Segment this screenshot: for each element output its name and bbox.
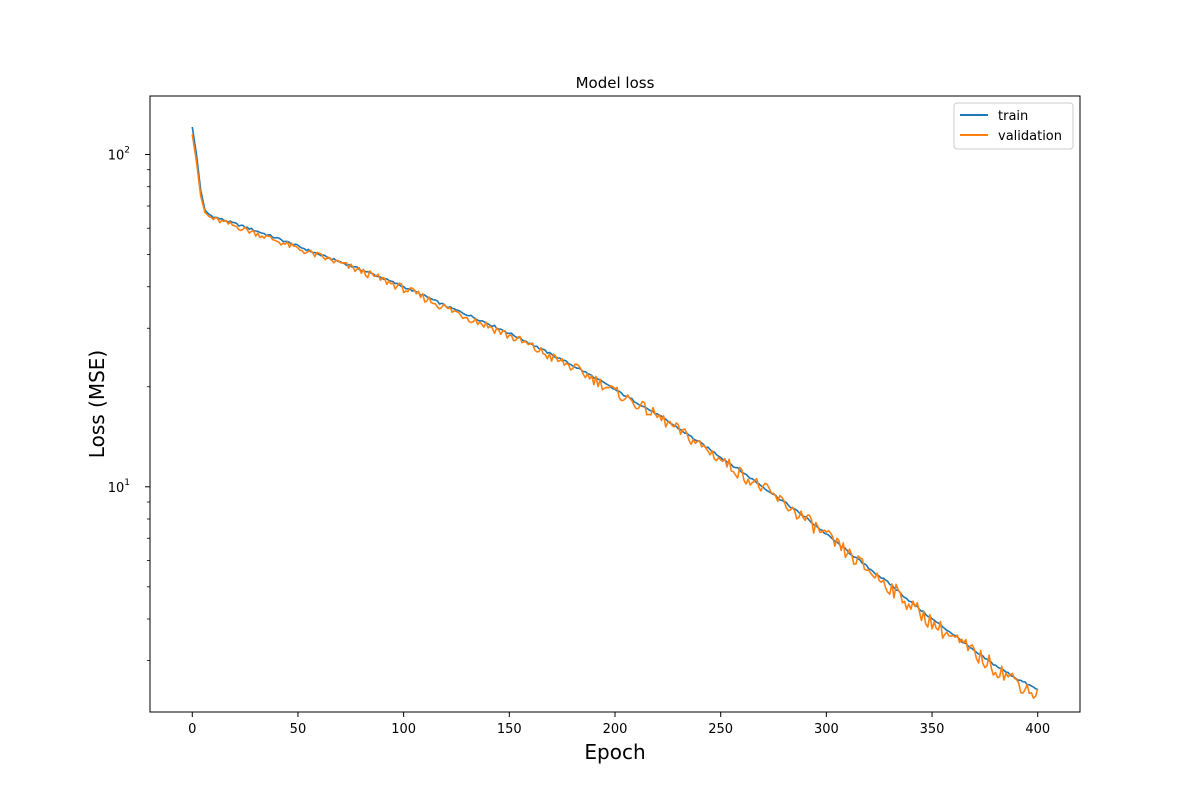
x-tick-label: 200 <box>603 722 628 737</box>
series-line-train <box>191 126 1038 691</box>
x-tick-label: 0 <box>188 722 196 737</box>
x-tick-label: 50 <box>290 722 307 737</box>
legend-label-train: train <box>998 109 1028 124</box>
chart-title: Model loss <box>576 74 655 92</box>
y-tick-label: 102 <box>108 146 130 164</box>
series-layer <box>191 126 1039 700</box>
y-axis-label: Loss (MSE) <box>85 350 109 458</box>
plot-frame <box>149 95 1081 713</box>
legend: train validation <box>953 102 1074 150</box>
x-tick-label: 150 <box>497 722 522 737</box>
x-tick-label: 400 <box>1025 722 1050 737</box>
x-axis: 0 50 100 150 200 250 300 350 400 <box>188 712 1050 737</box>
x-tick-label: 100 <box>391 722 416 737</box>
legend-label-validation: validation <box>998 129 1062 144</box>
x-tick-label: 250 <box>708 722 733 737</box>
x-tick-label: 300 <box>814 722 839 737</box>
y-tick-label: 101 <box>108 478 130 496</box>
series-line-validation <box>191 134 1039 700</box>
x-tick-label: 350 <box>920 722 945 737</box>
x-axis-label: Epoch <box>584 740 645 764</box>
y-axis: 101 102 <box>108 146 150 661</box>
